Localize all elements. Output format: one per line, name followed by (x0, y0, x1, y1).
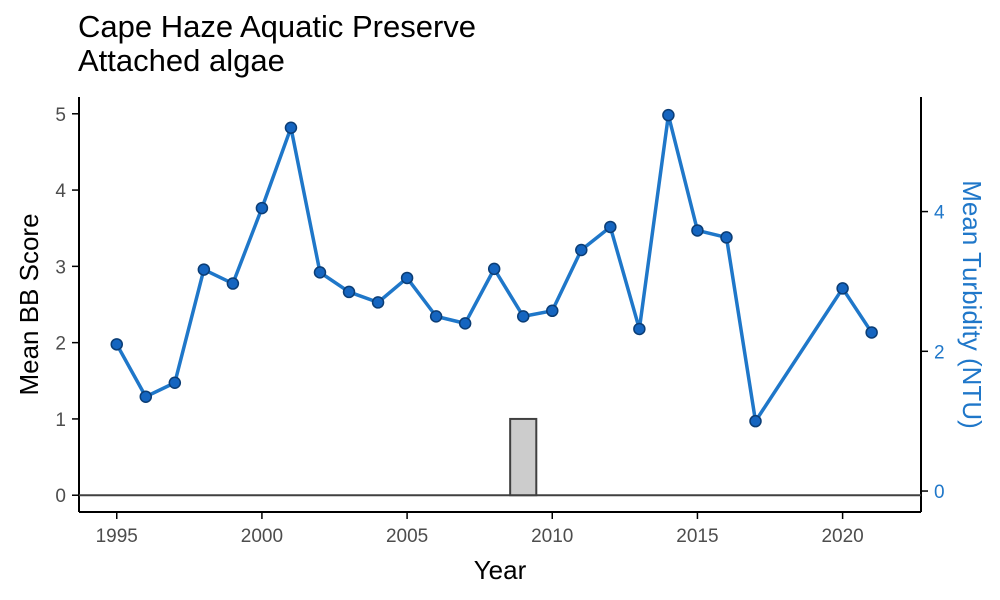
turbidity-point (691, 224, 704, 237)
y-tick-label: 4 (55, 181, 66, 202)
turbidity-point (429, 310, 443, 323)
turbidity-point (371, 296, 385, 309)
x-tick-label: 2000 (241, 526, 283, 547)
turbidity-point (865, 326, 878, 339)
chart-subtitle: Attached algae (78, 43, 285, 78)
x-tick-label: 2015 (676, 526, 718, 547)
turbidity-point (110, 338, 123, 351)
right-y-tick-label: 4 (934, 203, 945, 224)
y-tick-label: 1 (55, 410, 66, 431)
y-tick-label: 0 (55, 486, 66, 507)
x-axis-ticks: 1995 2000 2005 2010 2015 2020 (96, 512, 864, 547)
turbidity-point (139, 390, 153, 403)
turbidity-point (633, 322, 646, 336)
turbidity-series (110, 108, 878, 428)
turbidity-point (458, 317, 472, 330)
y-tick-label: 3 (55, 257, 66, 278)
turbidity-point (662, 108, 675, 122)
right-y-axis-ticks: 0 2 4 (921, 203, 945, 503)
right-y-axis-title: Mean Turbidity (NTU) (957, 180, 987, 429)
turbidity-point (749, 414, 762, 428)
turbidity-point (342, 285, 356, 299)
bb-score-bar (509, 417, 538, 497)
x-tick-label: 2020 (821, 526, 863, 547)
y-tick-label: 5 (55, 105, 66, 126)
turbidity-point (313, 266, 327, 279)
title-block: Cape Haze Aquatic Preserve Attached alga… (78, 10, 476, 78)
turbidity-point (168, 376, 182, 389)
x-tick-label: 1995 (96, 526, 138, 547)
turbidity-point (720, 231, 733, 244)
turbidity-point (197, 263, 211, 276)
turbidity-point (255, 201, 269, 215)
turbidity-point (400, 271, 414, 285)
x-axis-title: Year (474, 555, 527, 585)
turbidity-point (284, 121, 298, 134)
turbidity-point (226, 277, 240, 290)
right-y-tick-label: 2 (934, 342, 945, 363)
turbidity-point (516, 310, 530, 323)
x-tick-label: 2005 (386, 526, 428, 547)
turbidity-point (604, 220, 617, 234)
x-tick-label: 2010 (531, 526, 573, 547)
chart-title: Cape Haze Aquatic Preserve (78, 9, 477, 44)
turbidity-point (836, 282, 849, 295)
right-y-tick-label: 0 (934, 482, 945, 503)
turbidity-point (546, 304, 559, 318)
turbidity-point (575, 243, 588, 257)
turbidity-point (487, 262, 501, 276)
bb-score-bars (509, 417, 538, 497)
y-axis-ticks: 0 1 2 3 4 5 (55, 105, 79, 507)
y-tick-label: 2 (55, 334, 66, 355)
y-axis-title: Mean BB Score (14, 213, 44, 395)
